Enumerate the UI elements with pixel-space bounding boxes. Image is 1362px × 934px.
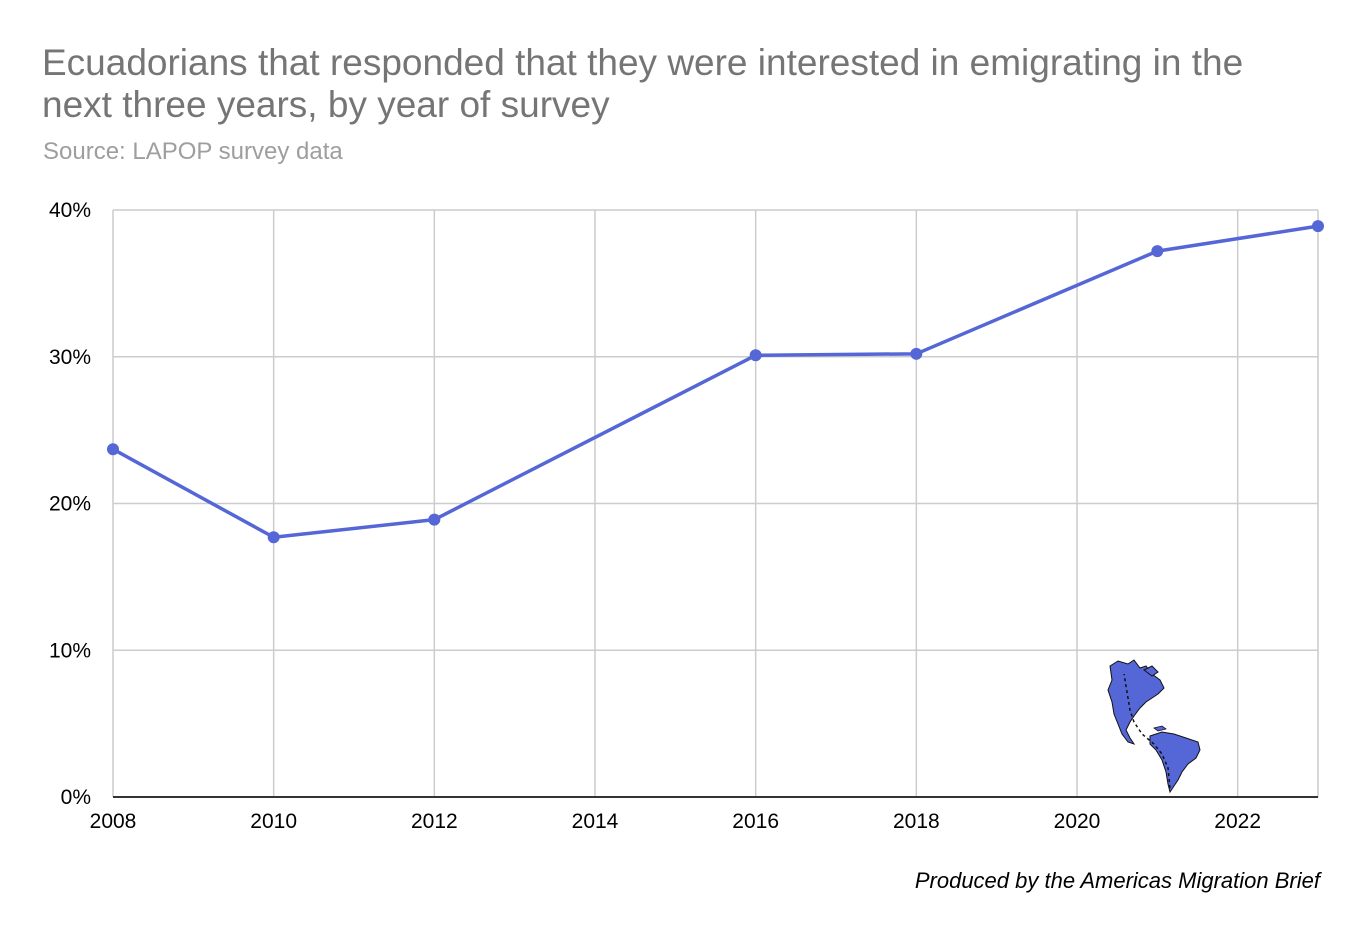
- gridlines: [112, 209, 1319, 797]
- x-tick-label: 2012: [411, 810, 458, 833]
- data-point: [1312, 220, 1324, 233]
- axes: 2008 2010 2012 2014 2016 2018 2020 2022 0% 10% 20%…: [49, 199, 1318, 833]
- x-tick-label: 2016: [732, 810, 779, 833]
- data-point: [910, 347, 923, 360]
- data-point: [428, 513, 441, 526]
- y-tick-label: 0%: [61, 786, 91, 809]
- americas-map-icon: [1107, 659, 1201, 794]
- data-point: [749, 349, 762, 362]
- series-line: [112, 224, 1319, 540]
- y-tick-label: 30%: [49, 346, 91, 369]
- x-tick-label: 2014: [572, 810, 619, 833]
- y-tick-label: 20%: [49, 493, 91, 516]
- data-point: [1151, 245, 1164, 258]
- y-tick-label: 10%: [49, 639, 91, 662]
- x-tick-label: 2008: [90, 810, 137, 833]
- data-series: [107, 220, 1324, 544]
- data-point: [107, 443, 119, 456]
- x-tick-label: 2022: [1214, 810, 1261, 833]
- chart-title: Ecuadorians that responded that they wer…: [42, 42, 1244, 125]
- credit-text: Produced by the Americas Migration Brief: [914, 868, 1320, 893]
- chart-subtitle: Source: LAPOP survey data: [43, 138, 343, 165]
- x-tick-label: 2010: [250, 810, 297, 833]
- x-tick-label: 2020: [1054, 810, 1101, 833]
- x-tick-label: 2018: [893, 810, 940, 833]
- data-point: [267, 531, 280, 544]
- y-tick-label: 40%: [49, 199, 91, 222]
